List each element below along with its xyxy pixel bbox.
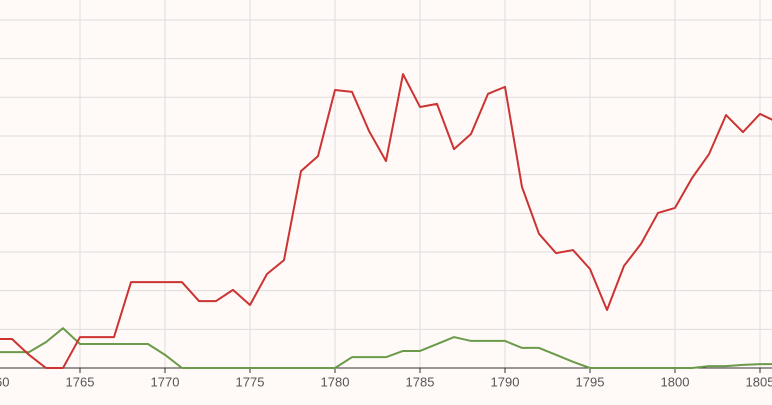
x-tick-label: 1760: [0, 374, 9, 389]
x-tick-label: 1765: [66, 374, 95, 389]
x-tick-label: 1775: [236, 374, 265, 389]
x-tick-label: 1805: [746, 374, 772, 389]
x-tick-label: 1790: [491, 374, 520, 389]
x-tick-label: 1795: [576, 374, 605, 389]
x-tick-label: 1785: [406, 374, 435, 389]
data-line: [0, 73, 772, 369]
x-tick-label: 1780: [321, 374, 350, 389]
data-line: [0, 327, 772, 369]
x-tick-label: 1800: [661, 374, 690, 389]
x-tick-label: 1770: [151, 374, 180, 389]
